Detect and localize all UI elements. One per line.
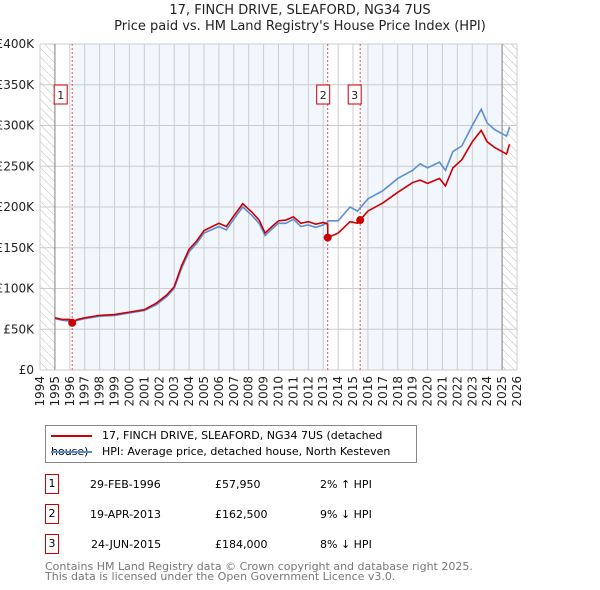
footer-licence: This data is licensed under the Open Gov… — [45, 570, 396, 583]
x-tick-label: 2011 — [286, 376, 300, 407]
legend: 17, FINCH DRIVE, SLEAFORD, NG34 7US (det… — [45, 425, 417, 463]
sale-marker-label: 1 — [45, 474, 59, 494]
x-tick-label: 1995 — [48, 376, 62, 407]
x-tick-label: 1996 — [63, 376, 77, 407]
sale-point — [323, 233, 332, 242]
x-tick-label: 2016 — [361, 376, 375, 407]
x-tick-label: 2010 — [272, 376, 286, 407]
x-tick-label: 2001 — [137, 376, 151, 407]
sale-date: 29-FEB-1996 — [90, 478, 161, 491]
sale-hpi: 2% ↑ HPI — [320, 478, 372, 491]
y-tick-label: £350K — [0, 78, 35, 92]
x-tick-label: 1999 — [108, 376, 122, 407]
x-tick-label: 2018 — [391, 376, 405, 407]
x-tick-label: 2008 — [242, 376, 256, 407]
x-tick-label: 2022 — [450, 376, 464, 407]
sale-marker-label: 3 — [351, 89, 358, 102]
sale-marker-box — [53, 84, 68, 105]
sale-marker-label: 1 — [57, 89, 64, 102]
x-tick-label: 2019 — [406, 376, 420, 407]
y-tick-label: £150K — [0, 241, 35, 255]
sale-price: £162,500 — [215, 508, 268, 521]
x-tick-label: 2005 — [197, 376, 211, 407]
x-tick-label: 2012 — [301, 376, 315, 407]
x-tick-label: 2009 — [257, 376, 271, 407]
x-tick-label: 2004 — [182, 376, 196, 407]
x-tick-label: 2013 — [316, 376, 330, 407]
sale-point — [356, 216, 365, 225]
y-tick-label: £0 — [19, 363, 34, 377]
y-tick-label: £400K — [0, 37, 35, 51]
legend-item-property: 17, FINCH DRIVE, SLEAFORD, NG34 7US (det… — [51, 428, 416, 458]
x-tick-label: 2006 — [212, 376, 226, 407]
sale-price: £184,000 — [215, 538, 268, 551]
x-tick-label: 2000 — [122, 376, 136, 407]
y-tick-label: £50K — [3, 322, 35, 336]
x-tick-label: 2024 — [480, 376, 494, 407]
sale-date: 19-APR-2013 — [90, 508, 162, 521]
series-line-property — [54, 128, 511, 324]
sale-marker-label: 2 — [320, 89, 327, 102]
legend-item-hpi: HPI: Average price, detached house, Nort… — [51, 444, 390, 460]
x-tick-label: 2017 — [376, 376, 390, 407]
plot-area: 1994 1995 1996 1997 1998 1999 2000 2001 2002 2003… — [0, 37, 524, 407]
sale-point — [68, 318, 77, 327]
chart-title: 17, FINCH DRIVE, SLEAFORD, NG34 7US — [169, 3, 431, 18]
x-tick-label: 1997 — [78, 376, 92, 407]
sale-date: 24-JUN-2015 — [91, 538, 162, 551]
sale-marker-box — [316, 84, 331, 105]
sale-marker-label: 3 — [45, 534, 59, 554]
footer-copyright: Contains HM Land Registry data © Crown c… — [45, 560, 473, 573]
sale-hpi: 8% ↓ HPI — [320, 538, 372, 551]
x-tick-label: 2026 — [510, 376, 524, 407]
legend-label: HPI: Average price, detached house, Nort… — [102, 445, 391, 458]
x-tick-label: 2015 — [346, 376, 360, 407]
x-tick-label: 1998 — [93, 376, 107, 407]
x-tick-label: 1994 — [33, 376, 47, 407]
x-tick-label: 2023 — [465, 376, 479, 407]
x-tick-label: 2020 — [421, 376, 435, 407]
sale-price: £57,950 — [215, 478, 261, 491]
sale-hpi: 9% ↓ HPI — [320, 508, 372, 521]
x-tick-label: 2014 — [331, 376, 345, 407]
sale-marker-box — [347, 84, 362, 105]
y-tick-label: £100K — [0, 282, 35, 296]
x-tick-label: 2002 — [152, 376, 166, 407]
y-tick-label: £200K — [0, 200, 35, 214]
sale-marker-label: 2 — [45, 504, 59, 524]
x-tick-label: 2025 — [495, 376, 509, 407]
x-tick-label: 2003 — [167, 376, 181, 407]
x-tick-label: 2021 — [435, 376, 449, 407]
y-tick-label: £250K — [0, 159, 35, 173]
x-tick-label: 2007 — [227, 376, 241, 407]
y-tick-label: £300K — [0, 119, 35, 133]
series-line-hpi — [54, 107, 511, 322]
chart-subtitle: Price paid vs. HM Land Registry's House … — [114, 19, 486, 34]
